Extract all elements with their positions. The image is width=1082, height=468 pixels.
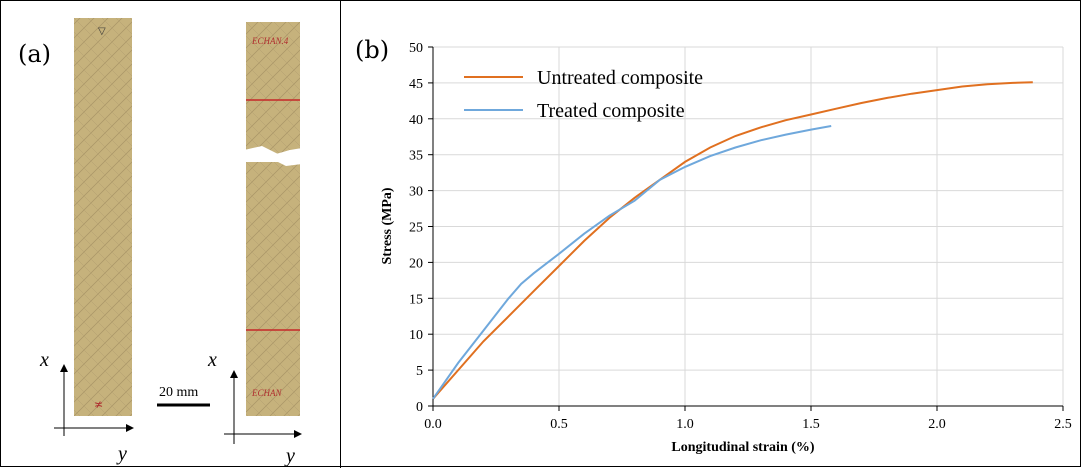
- fracture-gap: [244, 146, 302, 166]
- y-tick-label: 15: [409, 292, 423, 307]
- grid-layer: [433, 46, 1064, 406]
- right-y-axis-label: y⃗: [284, 445, 310, 467]
- specimen-tested-upper: [246, 22, 300, 150]
- x-axis-title: Longitudinal strain (%): [671, 440, 814, 455]
- y-tick-label: 35: [409, 149, 423, 164]
- specimen-illustration: ▽ ≭ ECHAN.4 ECHAN x⃗ y⃗ x⃗ y⃗ 20 mm: [39, 18, 310, 467]
- y-tick-label: 10: [409, 328, 423, 343]
- right-x-arrowhead: [230, 370, 238, 378]
- y-axis-title: Stress (MPa): [380, 187, 395, 264]
- scale-bar-label: 20 mm: [159, 385, 198, 400]
- x-tick-label: 0.5: [550, 417, 568, 432]
- panel-b-label: (b): [355, 36, 390, 64]
- y-tick-label: 5: [416, 364, 423, 379]
- y-tick-label: 45: [409, 77, 423, 92]
- x-tick-label: 1.0: [676, 417, 694, 432]
- x-tick-label: 2.0: [928, 417, 946, 432]
- legend: Untreated composite Treated composite: [464, 67, 703, 122]
- y-tick-label: 40: [409, 113, 423, 128]
- x-tick-label: 1.5: [802, 417, 820, 432]
- specimen-tested-lower: [246, 162, 300, 416]
- specimen-top-handwriting: ECHAN.4: [251, 36, 289, 46]
- legend-label-untreated: Untreated composite: [537, 67, 703, 89]
- series-line-treated: [432, 125, 832, 400]
- left-x-arrowhead: [60, 364, 68, 372]
- left-y-axis-label: y⃗: [116, 443, 142, 465]
- panel-b: (b) 0.0 0.5 1.0 1.5 2.0 2.5 0 5 10 15 20 25 30 35 40 45…: [341, 0, 1082, 468]
- panel-a: (a) ▽ ≭ ECHAN.4 ECHAN x⃗: [0, 0, 340, 468]
- series-layer: [432, 81, 1033, 400]
- specimen-top-mark: ▽: [98, 26, 106, 37]
- y-tick-label: 0: [416, 400, 423, 415]
- left-x-axis-label: x⃗: [39, 349, 64, 371]
- legend-label-treated: Treated composite: [537, 100, 685, 122]
- specimen-untested: [74, 18, 132, 416]
- left-y-arrowhead: [126, 424, 134, 432]
- specimen-bottom-mark: ≭: [94, 399, 103, 411]
- y-tick-label: 20: [409, 256, 423, 271]
- specimen-bottom-handwriting: ECHAN: [251, 388, 282, 398]
- x-tick-label: 0.0: [424, 417, 442, 432]
- axis-layer: 0.0 0.5 1.0 1.5 2.0 2.5 0 5 10 15 20 25 30 35 40 45 50: [409, 41, 1072, 432]
- x-tick-label: 2.5: [1054, 417, 1072, 432]
- series-line-untreated: [432, 81, 1033, 400]
- y-tick-label: 30: [409, 185, 423, 200]
- right-y-arrowhead: [294, 430, 302, 438]
- y-tick-label: 25: [409, 221, 423, 236]
- stress-strain-chart: 0.0 0.5 1.0 1.5 2.0 2.5 0 5 10 15 20 25 30 35 40 45 50 U…: [380, 41, 1072, 455]
- y-tick-label: 50: [409, 41, 423, 56]
- panel-a-label: (a): [18, 40, 52, 68]
- right-x-axis-label: x⃗: [207, 349, 232, 371]
- panel-divider: [340, 0, 341, 468]
